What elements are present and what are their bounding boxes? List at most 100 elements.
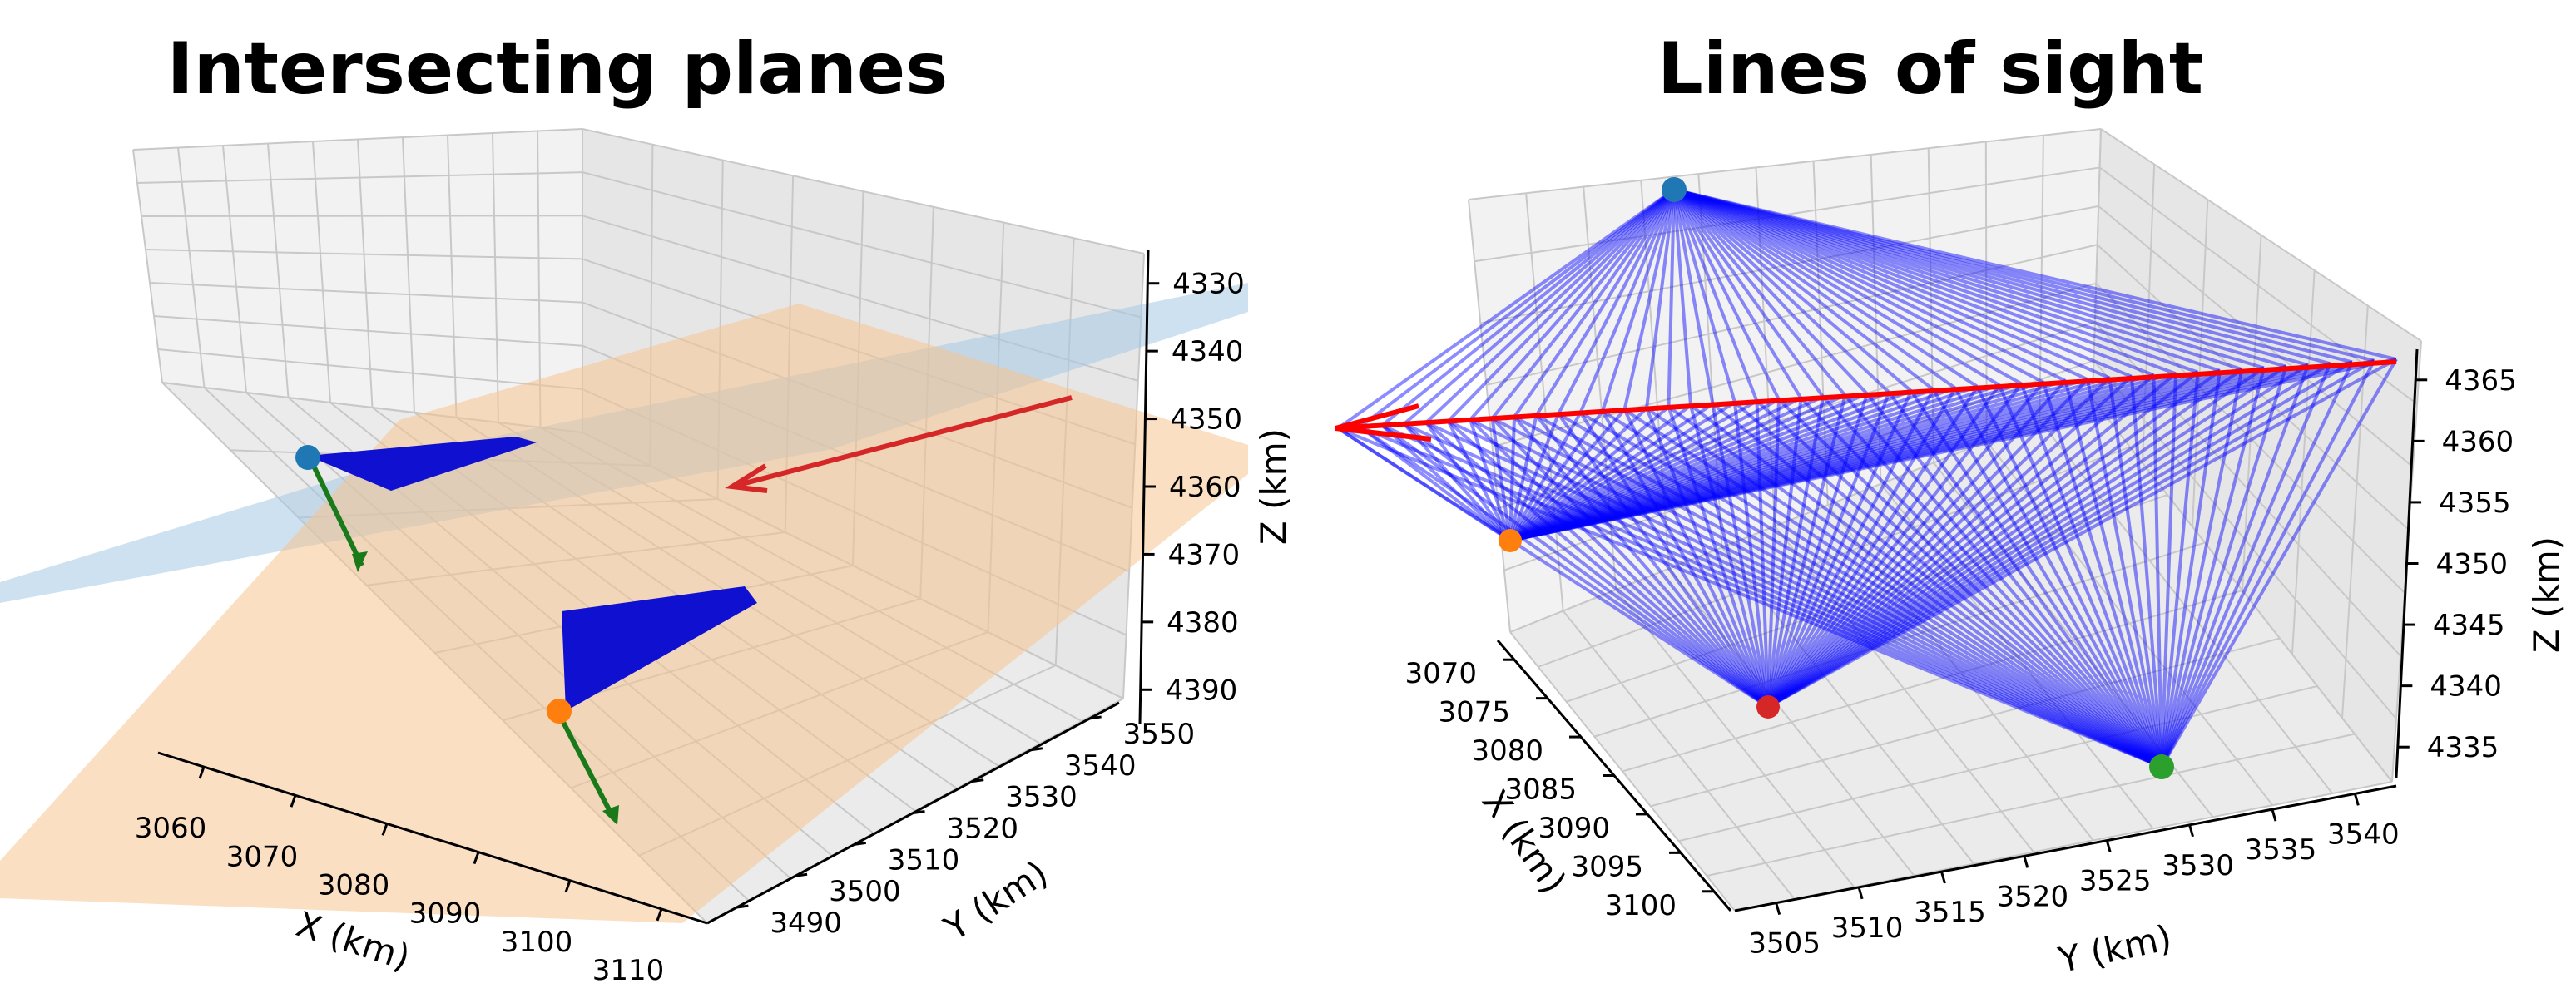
sight-line <box>1673 188 2397 361</box>
left-y-tick <box>854 841 866 846</box>
sight-line <box>1509 380 2044 542</box>
sight-line <box>1766 381 2045 709</box>
sight-line <box>1601 410 1770 708</box>
left-y-tick-label: 3550 <box>1123 718 1196 751</box>
sight-line <box>1672 188 1803 399</box>
left-y-tick <box>913 810 925 814</box>
left-z-tick-label: 4370 <box>1168 538 1241 571</box>
right-z-tick-label: 4355 <box>2439 487 2511 520</box>
right-grid-line <box>1503 359 2094 571</box>
right-y-tick-label: 3540 <box>2327 818 2400 851</box>
station-orange-left <box>547 699 572 724</box>
sight-line <box>1508 410 1604 542</box>
sight-line <box>1673 188 2199 374</box>
right-x-tick-label: 3075 <box>1438 696 1510 729</box>
sight-line <box>1887 391 2163 768</box>
right-grid-line <box>1640 180 1670 569</box>
sight-line <box>1645 408 1770 708</box>
sight-line <box>1766 398 1803 708</box>
sight-line <box>1508 417 1516 541</box>
sight-line <box>1622 408 1770 708</box>
sight-line <box>1766 377 2111 709</box>
station-red-right <box>1756 695 1780 719</box>
sight-line <box>1447 188 1676 422</box>
right-grid-line <box>1774 526 2034 853</box>
left-y-tick-label: 3540 <box>1064 749 1137 783</box>
sight-line <box>1766 370 2199 709</box>
sight-line <box>1490 188 1676 420</box>
right-grid-line <box>1984 141 1988 442</box>
sight-line <box>1733 402 1770 708</box>
sight-line <box>1446 420 1512 541</box>
right-y-tick <box>2188 824 2195 838</box>
right-z-tick-label: 4335 <box>2427 731 2499 764</box>
left-zlabel: Z (km) <box>1253 428 1294 545</box>
sight-line <box>1491 417 2162 768</box>
sight-line <box>1508 401 1736 542</box>
left-grid-line <box>537 131 542 428</box>
sight-line <box>1509 378 2088 542</box>
right-grid-line <box>1755 167 1776 526</box>
right-grid-line <box>1812 161 1829 506</box>
sight-line <box>1403 422 1770 709</box>
right-grid-line <box>1486 244 2098 386</box>
right-grid-line <box>2242 235 2262 591</box>
right-grid-line <box>1468 199 1511 633</box>
sight-line <box>1766 360 2354 709</box>
sight-line <box>2160 361 2354 768</box>
sight-line <box>2160 373 2177 768</box>
sight-line <box>1403 422 2162 768</box>
right-x-tick-label: 3085 <box>1504 773 1577 807</box>
sight-line <box>1689 403 2163 768</box>
sight-line <box>1622 189 1676 410</box>
right-grid-line <box>1927 148 1935 463</box>
sight-line <box>1424 421 1770 709</box>
sight-line <box>1509 372 2177 542</box>
left-z-tick-label: 4380 <box>1167 606 1239 640</box>
intersection-arrow <box>731 395 1073 489</box>
panel-right-title: Lines of sight <box>1657 27 2203 111</box>
sight-line <box>1766 383 2024 709</box>
sight-line <box>1513 415 2162 768</box>
left-y-tick <box>972 778 984 783</box>
sight-line <box>1380 423 1770 709</box>
sight-line <box>1623 408 2163 768</box>
sight-line <box>1673 188 2155 377</box>
sight-line <box>1578 411 1770 709</box>
right-side-pane <box>2093 129 2421 782</box>
normal-arrowhead-bottom <box>602 805 619 825</box>
sight-line <box>1766 378 2089 709</box>
right-y-tick-label: 3515 <box>1914 896 1986 929</box>
sight-line <box>1509 358 2375 542</box>
sight-line <box>1469 418 1770 709</box>
sight-line <box>1578 189 1676 413</box>
sight-line <box>1766 364 2287 709</box>
sight-line <box>1672 189 1736 403</box>
sight-line <box>2160 359 2376 768</box>
sight-line <box>1490 418 1512 541</box>
sight-line <box>1673 188 2044 384</box>
sight-line <box>1337 427 2162 768</box>
left-z-tick-label: 4330 <box>1172 268 1245 301</box>
sight-line <box>1508 408 1627 542</box>
sight-line <box>1447 419 2162 768</box>
normal-arrowhead-top <box>352 551 368 572</box>
sight-line <box>1800 397 2163 768</box>
left-grid-line <box>222 145 247 393</box>
sight-line <box>1672 189 1759 402</box>
left-grid-line <box>402 136 415 413</box>
left-grid-line <box>492 132 499 423</box>
right-x-tick-label: 3090 <box>1538 812 1610 845</box>
left-y-tick-label: 3530 <box>1005 781 1077 814</box>
station-blue-right <box>1662 177 1687 202</box>
left-x-tick-label: 3060 <box>135 812 207 845</box>
sight-line <box>1579 411 2163 768</box>
right-grid-line <box>1538 446 2131 668</box>
sight-line <box>1672 188 1847 397</box>
sight-line <box>1447 419 1770 709</box>
right-grid-line <box>2098 205 2414 468</box>
sight-line <box>1508 413 1560 541</box>
sight-line <box>1766 383 2001 709</box>
sight-line <box>1673 188 2265 370</box>
right-back-pane <box>1469 129 2101 632</box>
